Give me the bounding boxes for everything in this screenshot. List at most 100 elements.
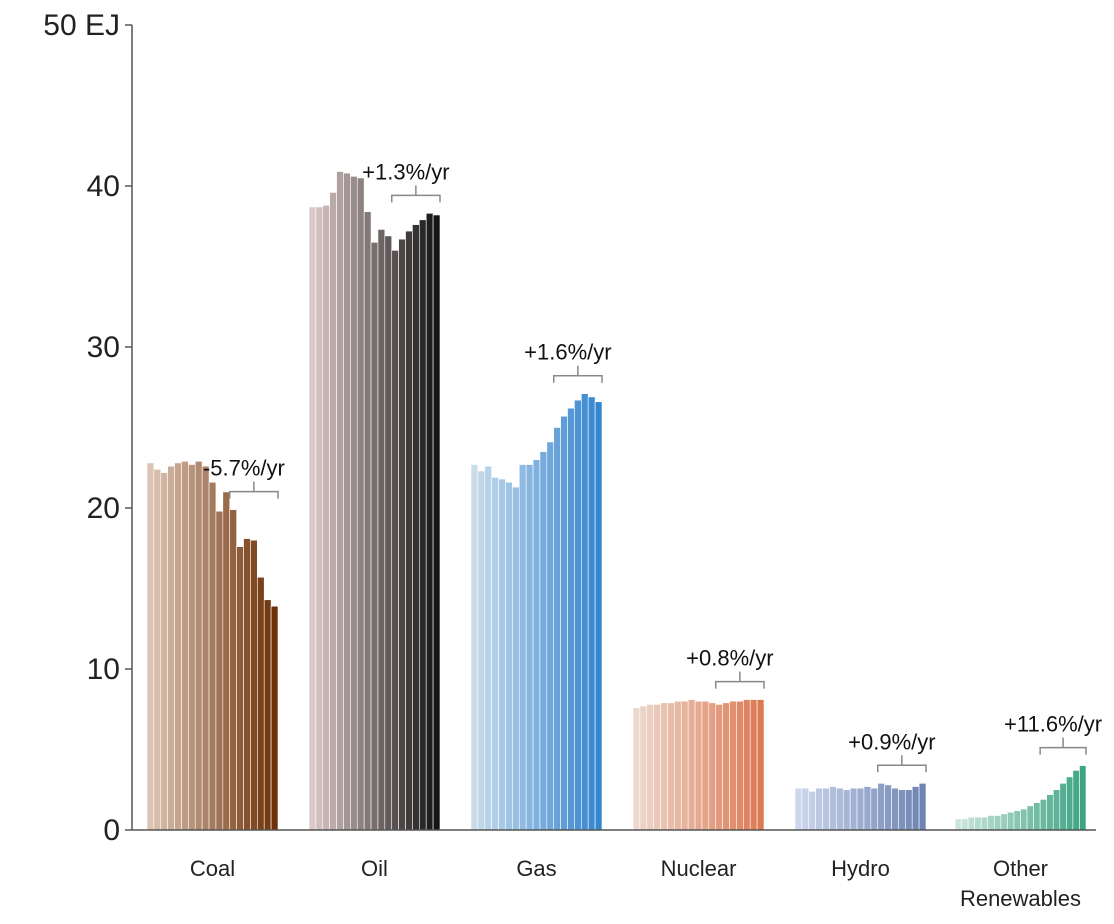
bar xyxy=(715,704,723,831)
bar xyxy=(567,407,575,831)
bar xyxy=(315,206,324,831)
bar xyxy=(877,783,885,831)
bar xyxy=(632,707,641,831)
bar xyxy=(167,465,175,831)
bar xyxy=(849,787,858,831)
bar xyxy=(822,787,830,831)
bar xyxy=(329,192,337,831)
bar xyxy=(1033,802,1041,831)
bar xyxy=(181,461,189,831)
bar xyxy=(1007,811,1015,831)
bar xyxy=(518,464,527,831)
bar xyxy=(560,415,568,831)
annotation-label: +0.9%/yr xyxy=(848,729,935,754)
bar xyxy=(694,700,703,831)
bar xyxy=(967,816,975,831)
bar-group-coal xyxy=(146,461,279,831)
bar xyxy=(749,699,758,831)
bar xyxy=(594,401,603,831)
bar xyxy=(1066,776,1074,831)
bar xyxy=(987,815,995,831)
annotation-bracket xyxy=(228,481,279,499)
annotation-label: +11.6%/yr xyxy=(1004,712,1102,737)
bar xyxy=(708,702,717,831)
bar xyxy=(405,230,413,831)
bar xyxy=(842,789,851,831)
y-axis: 0 10 20 30 40 50 EJ xyxy=(43,9,133,847)
bar xyxy=(194,461,203,831)
bar-group-oil xyxy=(308,171,441,831)
bar xyxy=(208,481,217,831)
bar xyxy=(484,465,492,831)
bar xyxy=(808,791,816,831)
y-tick-label: 30 xyxy=(87,331,120,364)
bar xyxy=(491,477,499,831)
bar xyxy=(646,704,654,831)
category-label: Nuclear xyxy=(661,856,737,881)
bar xyxy=(701,700,710,831)
bar xyxy=(263,599,272,831)
category-label: Coal xyxy=(190,856,235,881)
category-label: Hydro xyxy=(831,856,890,881)
bar xyxy=(736,700,744,831)
bar xyxy=(898,789,906,831)
bar xyxy=(222,491,231,831)
bar xyxy=(398,238,406,831)
bar xyxy=(370,242,379,831)
bar xyxy=(257,576,265,831)
annotation-bracket xyxy=(552,365,603,383)
bar xyxy=(829,786,837,831)
bar xyxy=(1072,770,1080,831)
annotation-bracket xyxy=(876,755,927,773)
bar xyxy=(581,393,589,831)
bar xyxy=(477,470,486,831)
bar xyxy=(801,787,810,831)
bar xyxy=(188,464,196,831)
bar xyxy=(336,171,344,831)
bar xyxy=(412,224,420,831)
bar xyxy=(229,509,237,831)
annotation-bracket xyxy=(390,185,441,203)
bar xyxy=(1039,799,1048,831)
bar xyxy=(674,700,682,831)
annotation-label: +1.6%/yr xyxy=(524,340,611,365)
bar xyxy=(1026,805,1034,831)
bar xyxy=(905,789,913,831)
bar xyxy=(1020,808,1028,831)
bar xyxy=(425,213,434,831)
bar xyxy=(391,250,399,831)
bar xyxy=(160,472,168,831)
category-label: Oil xyxy=(361,856,388,881)
bar xyxy=(660,702,668,831)
bar xyxy=(756,699,765,831)
bar xyxy=(377,229,386,831)
y-tick-label: 40 xyxy=(87,170,120,203)
category-label: Gas xyxy=(516,856,556,881)
x-axis: Coal Oil Gas Nuclear Hydro Other Renewables xyxy=(132,829,1096,911)
bar xyxy=(961,818,969,831)
bar xyxy=(743,699,751,831)
bar xyxy=(836,787,844,831)
bar xyxy=(911,786,920,831)
annotation-label: +1.3%/yr xyxy=(362,159,449,184)
bar xyxy=(419,219,427,831)
bar xyxy=(980,816,989,831)
bar xyxy=(539,451,548,831)
bar xyxy=(553,427,561,831)
bar xyxy=(1046,794,1054,831)
bar xyxy=(587,396,596,831)
bar xyxy=(243,538,251,831)
bar-groups xyxy=(146,171,1087,831)
bar xyxy=(884,784,892,831)
bar xyxy=(153,469,162,831)
bar xyxy=(993,815,1002,831)
y-tick-label: 0 xyxy=(103,814,120,847)
annotation-label: -5.7%/yr xyxy=(203,456,285,481)
bar xyxy=(974,816,982,831)
bar xyxy=(687,699,696,831)
bar xyxy=(1079,765,1087,831)
bar-group-other-renewables xyxy=(954,765,1087,831)
bar xyxy=(512,486,520,831)
bar xyxy=(470,464,479,831)
bar xyxy=(954,818,962,831)
